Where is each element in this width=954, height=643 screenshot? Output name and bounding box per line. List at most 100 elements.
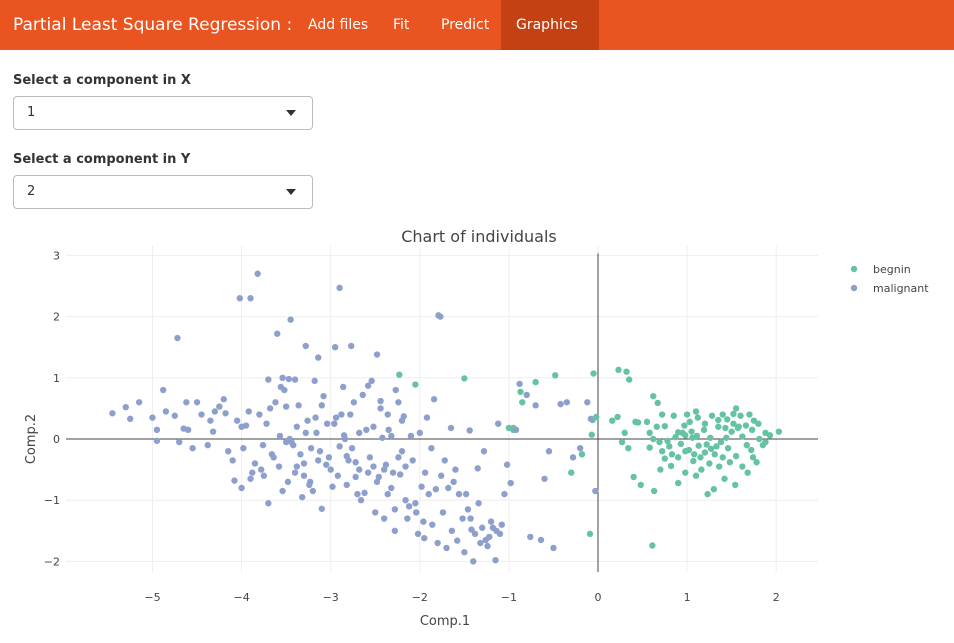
individuals-scatter-chart: −5 −4 −3 −2 −1 0 1 2 −2 −1 0 1 2 3 Chart of individual…	[24, 227, 929, 629]
y-component-value: 2	[27, 184, 36, 199]
nav-fit[interactable]: Fit	[393, 17, 410, 33]
data-point-malignant	[354, 490, 361, 498]
y-tick-label: 0	[53, 433, 60, 446]
data-point-begnin	[707, 434, 714, 441]
data-point-malignant	[550, 544, 557, 552]
data-point-malignant	[445, 484, 452, 492]
data-point-malignant	[413, 509, 420, 516]
data-point-malignant	[454, 537, 461, 544]
data-point-malignant	[231, 477, 238, 484]
data-point-malignant	[216, 403, 223, 410]
data-point-malignant	[204, 441, 211, 449]
data-point-malignant	[523, 391, 530, 399]
data-point-malignant	[352, 473, 359, 481]
data-point-malignant	[475, 500, 482, 507]
data-point-begnin	[726, 459, 734, 466]
data-point-begnin	[653, 423, 661, 430]
data-point-malignant	[576, 444, 584, 452]
data-point-malignant	[122, 403, 129, 411]
data-point-malignant	[162, 408, 170, 415]
data-point-malignant	[284, 478, 292, 486]
data-point-malignant	[563, 399, 571, 406]
data-point-malignant	[302, 342, 309, 350]
data-point-begnin	[746, 411, 753, 418]
data-point-malignant	[402, 463, 409, 470]
data-point-malignant	[389, 469, 397, 476]
data-point-begnin	[686, 418, 693, 426]
data-point-malignant	[338, 411, 345, 418]
nav-predict[interactable]: Predict	[441, 17, 490, 33]
data-point-malignant	[425, 490, 432, 498]
data-point-malignant	[448, 527, 456, 534]
data-point-begnin	[614, 413, 621, 421]
data-point-malignant	[297, 451, 304, 458]
data-point-begnin	[586, 530, 594, 538]
data-point-begnin	[396, 371, 403, 378]
data-point-begnin	[750, 417, 758, 424]
data-point-malignant	[495, 420, 502, 427]
data-point-malignant	[323, 420, 331, 427]
data-point-malignant	[315, 354, 322, 361]
data-point-begnin	[748, 426, 756, 434]
data-point-malignant	[265, 376, 272, 383]
data-point-begnin	[666, 443, 673, 450]
x-tick-label: 1	[684, 591, 691, 604]
data-point-begnin	[668, 451, 676, 458]
data-point-malignant	[512, 426, 520, 434]
data-point-malignant	[370, 463, 377, 470]
x-component-select[interactable]: 1	[13, 96, 313, 130]
data-point-begnin	[735, 423, 742, 430]
data-point-malignant	[398, 417, 406, 424]
data-point-malignant	[471, 530, 479, 538]
data-point-begnin	[739, 463, 746, 470]
data-point-begnin	[710, 485, 718, 493]
data-point-begnin	[646, 444, 653, 451]
data-point-begnin	[578, 451, 586, 458]
data-point-malignant	[480, 448, 488, 455]
data-point-malignant	[496, 530, 504, 538]
data-point-malignant	[274, 330, 281, 337]
data-point-begnin	[615, 366, 622, 374]
data-point-malignant	[341, 435, 349, 443]
data-point-malignant	[258, 466, 265, 473]
data-point-malignant	[345, 457, 352, 464]
data-point-malignant	[516, 380, 523, 388]
x-tick-label: −2	[412, 591, 428, 604]
data-point-malignant	[541, 475, 548, 482]
data-point-malignant	[391, 506, 399, 513]
data-point-malignant	[470, 558, 477, 565]
data-point-malignant	[439, 509, 447, 516]
legend-marker-begnin	[850, 265, 858, 273]
chart-title: Chart of individuals	[401, 227, 557, 246]
data-point-malignant	[363, 426, 370, 434]
data-point-malignant	[375, 473, 383, 481]
nav-add-files[interactable]: Add files	[308, 17, 369, 33]
data-point-begnin	[701, 449, 709, 456]
data-point-malignant	[312, 414, 319, 421]
data-point-begnin	[679, 429, 686, 437]
y-component-select[interactable]: 2	[13, 175, 313, 209]
nav-graphics-dropdown[interactable]: Graphics	[501, 0, 599, 77]
data-point-malignant	[441, 457, 448, 464]
data-point-malignant	[462, 490, 470, 498]
data-point-malignant	[455, 490, 463, 498]
data-point-malignant	[478, 524, 486, 531]
data-point-malignant	[279, 487, 286, 495]
data-point-malignant	[434, 539, 441, 547]
data-point-malignant	[193, 399, 201, 406]
data-point-begnin	[625, 376, 633, 383]
data-point-malignant	[357, 497, 365, 504]
y-tick-label: −2	[44, 555, 60, 568]
data-point-malignant	[316, 448, 324, 455]
data-point-malignant	[377, 397, 384, 405]
data-point-malignant	[356, 429, 363, 437]
data-point-malignant	[254, 270, 261, 277]
data-point-malignant	[484, 542, 491, 550]
data-point-malignant	[327, 466, 334, 473]
x-tick-label: 0	[595, 591, 602, 604]
data-point-malignant	[356, 466, 363, 473]
data-point-begnin	[692, 408, 700, 415]
data-point-malignant	[268, 451, 276, 458]
data-point-malignant	[225, 448, 232, 455]
data-point-malignant	[392, 386, 399, 394]
